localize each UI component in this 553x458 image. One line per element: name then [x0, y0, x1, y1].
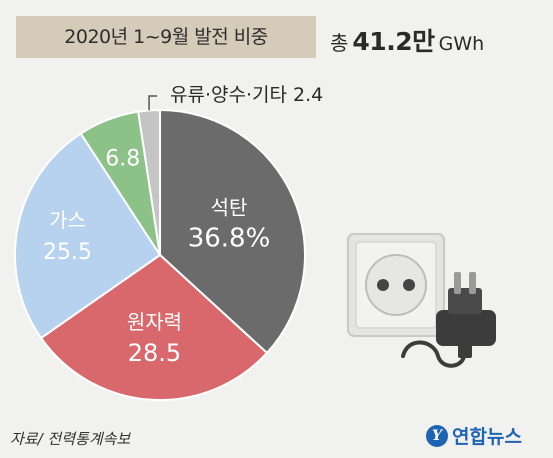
- slice-label-value-3: 6.8: [105, 146, 140, 171]
- pie-slice-4: [137, 108, 161, 256]
- callout-leader-line: [148, 95, 158, 111]
- slice-label-name-0: 석탄: [211, 196, 248, 220]
- callout-label-other: 유류·양수·기타 2.4: [170, 84, 324, 106]
- wall-socket-icon: [347, 233, 445, 337]
- plug-icon: [401, 272, 496, 368]
- power-plug-illustration: [338, 228, 538, 378]
- total-unit: GWh: [438, 33, 485, 55]
- pie-slice-0: [159, 108, 306, 355]
- total-label: 총: [330, 31, 349, 55]
- pie-slice-1: [39, 253, 269, 401]
- pie-slice-2: [14, 132, 162, 340]
- chart-title: 2020년 1~9월 발전 비중: [16, 16, 316, 58]
- slice-label-value-1: 28.5: [128, 339, 181, 367]
- slice-label-name-1: 원자력: [127, 310, 182, 334]
- yonhap-logo: Y 연합뉴스: [426, 422, 522, 449]
- yonhap-logo-text: 연합뉴스: [452, 426, 522, 448]
- total-summary: 총 41.2만 GWh: [330, 22, 485, 56]
- slice-label-value-0: 36.8%: [188, 224, 271, 254]
- slice-label-name-2: 가스: [49, 208, 86, 232]
- yonhap-logo-icon: Y: [426, 424, 448, 447]
- total-value: 41.2만: [352, 27, 435, 56]
- slice-label-value-2: 25.5: [43, 240, 92, 265]
- source-note: 자료/ 전력통계속보: [10, 430, 131, 448]
